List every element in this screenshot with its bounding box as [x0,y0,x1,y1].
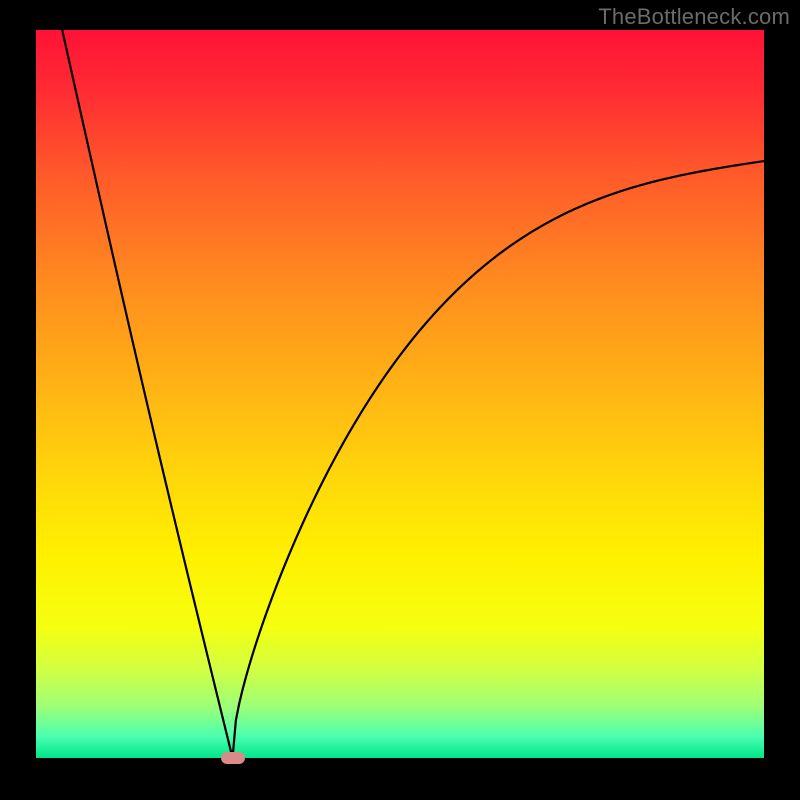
chart-stage: TheBottleneck.com [0,0,800,800]
minimum-marker [221,752,245,764]
chart-svg [0,0,800,800]
watermark-text: TheBottleneck.com [598,4,790,30]
